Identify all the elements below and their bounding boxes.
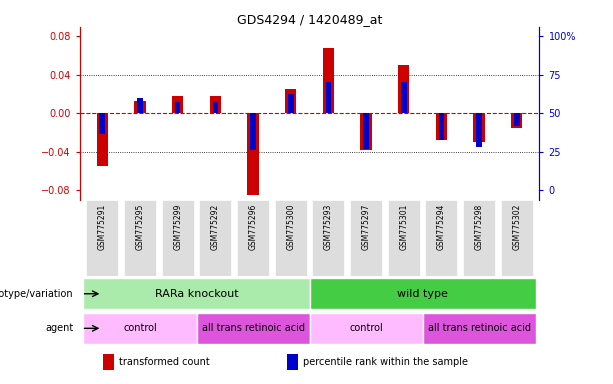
Bar [360,113,371,150]
Bar [350,200,382,276]
Text: GSM775301: GSM775301 [399,204,408,250]
Bar [310,313,422,344]
Text: wild type: wild type [397,289,448,299]
Bar [210,96,221,113]
Text: GSM775297: GSM775297 [362,204,371,250]
Bar [83,278,310,310]
Bar [439,113,444,140]
Text: agent: agent [45,323,74,333]
Text: RARa knockout: RARa knockout [154,289,238,299]
Bar [86,200,118,276]
Bar [162,200,194,276]
Bar [511,113,522,127]
Text: GSM775302: GSM775302 [512,204,521,250]
Text: GSM775298: GSM775298 [474,204,484,250]
Text: GSM775295: GSM775295 [135,204,145,250]
Text: percentile rank within the sample: percentile rank within the sample [303,357,468,367]
Text: all trans retinoic acid: all trans retinoic acid [428,323,531,333]
Bar [287,354,298,370]
Bar [83,313,197,344]
Bar [124,200,156,276]
Bar [473,113,485,142]
Text: control: control [123,323,157,333]
Bar [364,113,369,149]
Text: transformed count: transformed count [119,357,210,367]
Bar [398,65,409,113]
Bar [463,200,495,276]
Text: GSM775300: GSM775300 [286,204,295,250]
Bar [134,101,146,113]
Bar [199,200,231,276]
Bar [99,113,105,134]
Bar [237,200,269,276]
Bar [275,200,306,276]
Bar [248,113,259,195]
Text: all trans retinoic acid: all trans retinoic acid [202,323,305,333]
Bar [501,200,533,276]
Text: genotype/variation: genotype/variation [0,289,74,299]
Bar [323,48,334,113]
Bar [313,200,345,276]
Bar [326,81,331,113]
Bar [401,81,406,113]
Bar [288,94,294,113]
Bar [425,200,457,276]
Bar [197,313,310,344]
Bar [213,102,218,113]
Text: GSM775296: GSM775296 [248,204,257,250]
Text: GSM775294: GSM775294 [437,204,446,250]
Bar [137,98,143,113]
Text: GSM775291: GSM775291 [98,204,107,250]
Bar [250,113,256,150]
Bar [103,354,114,370]
Bar [310,278,536,310]
Title: GDS4294 / 1420489_at: GDS4294 / 1420489_at [237,13,383,26]
Bar [388,200,420,276]
Text: GSM775292: GSM775292 [211,204,220,250]
Text: GSM775293: GSM775293 [324,204,333,250]
Bar [175,102,180,113]
Bar [285,89,296,113]
Bar [436,113,447,140]
Bar [514,113,520,126]
Bar [172,96,183,113]
Bar [97,113,108,166]
Text: GSM775299: GSM775299 [173,204,182,250]
Bar [476,113,482,147]
Text: control: control [349,323,383,333]
Bar [422,313,536,344]
